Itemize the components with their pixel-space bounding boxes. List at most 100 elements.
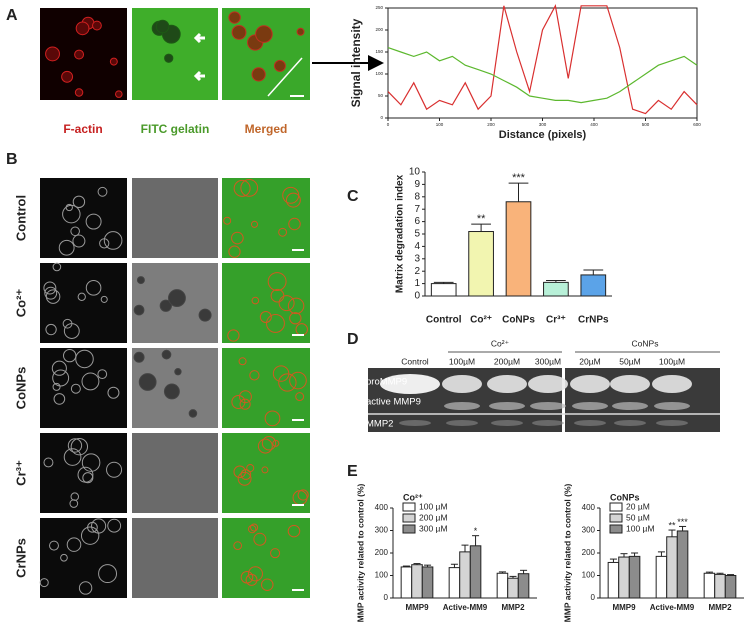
y-tick-label: 10 bbox=[409, 167, 421, 178]
x-tick-label: 200 bbox=[487, 122, 495, 127]
x-tick-label: Active-MM9 bbox=[443, 603, 488, 612]
column-label: F-actin bbox=[63, 122, 102, 136]
cell bbox=[264, 410, 281, 427]
bar bbox=[469, 545, 482, 599]
x-tick-label: MMP9 bbox=[612, 603, 636, 612]
cell bbox=[67, 438, 83, 453]
bar bbox=[505, 201, 532, 297]
error-bar bbox=[631, 552, 639, 557]
legend-label: 100 µM bbox=[419, 501, 448, 511]
cell bbox=[231, 231, 244, 245]
x-tick-label: Co²⁺ bbox=[470, 315, 492, 326]
x-tick-label: CoNPs bbox=[502, 315, 535, 326]
bar bbox=[628, 555, 641, 599]
cell bbox=[249, 370, 260, 381]
cell bbox=[163, 383, 180, 400]
lane-label: 100µM bbox=[449, 356, 475, 366]
cell bbox=[81, 372, 100, 391]
x-tick-label: MMP2 bbox=[708, 603, 732, 612]
cell bbox=[78, 581, 93, 595]
x-tick-label: 300 bbox=[539, 122, 547, 127]
signal-line bbox=[387, 47, 698, 104]
error-bar bbox=[609, 558, 617, 563]
gel-band bbox=[380, 374, 440, 394]
y-tick-label: 100 bbox=[582, 571, 596, 580]
bar bbox=[459, 551, 471, 599]
column-label: FITC gelatin bbox=[141, 122, 210, 136]
cell bbox=[251, 296, 260, 305]
cell bbox=[133, 351, 145, 363]
gel-band bbox=[489, 402, 525, 410]
y-axis-title: MMP activity related to control (%) bbox=[355, 483, 365, 622]
panel-label: D bbox=[347, 331, 359, 348]
cell bbox=[109, 57, 118, 66]
significance: ** bbox=[477, 213, 486, 225]
gel-band bbox=[491, 420, 523, 426]
cell bbox=[240, 469, 252, 480]
panel-label: A bbox=[6, 7, 18, 24]
cell bbox=[164, 53, 174, 63]
cell bbox=[51, 360, 67, 376]
x-tick-label: MMP9 bbox=[405, 603, 429, 612]
bar bbox=[580, 274, 607, 297]
cell bbox=[238, 390, 252, 404]
cell bbox=[255, 25, 273, 43]
cell bbox=[228, 11, 241, 24]
cell bbox=[278, 227, 288, 237]
bar bbox=[468, 231, 494, 297]
y-tick-label: 0 bbox=[384, 593, 389, 602]
cell bbox=[61, 70, 74, 83]
legend-title: Co²⁺ bbox=[403, 492, 423, 502]
x-tick-label: 0 bbox=[387, 122, 390, 127]
cell bbox=[285, 192, 301, 208]
micrograph bbox=[40, 178, 127, 258]
y-tick-label: 300 bbox=[582, 526, 596, 535]
cell bbox=[77, 292, 86, 301]
lane-label: Control bbox=[401, 356, 429, 366]
y-tick-label: 300 bbox=[375, 526, 389, 535]
cell bbox=[63, 448, 82, 466]
cell bbox=[75, 21, 90, 36]
gel-band bbox=[399, 420, 431, 426]
cell bbox=[115, 90, 123, 98]
micrograph bbox=[132, 8, 218, 100]
error-bar bbox=[508, 182, 529, 202]
error-bar bbox=[450, 563, 458, 568]
legend-label: 20 µM bbox=[626, 501, 650, 511]
y-tick-label: 0 bbox=[380, 115, 383, 120]
x-axis-title: Distance (pixels) bbox=[499, 129, 587, 141]
cell bbox=[159, 299, 172, 312]
y-tick-label: 3 bbox=[414, 253, 420, 264]
gel-band bbox=[442, 375, 482, 393]
row-label: CoNPs bbox=[13, 367, 28, 410]
cell bbox=[233, 179, 251, 197]
cell bbox=[85, 280, 102, 296]
cell bbox=[75, 349, 94, 369]
bar bbox=[724, 575, 737, 599]
cell bbox=[63, 348, 77, 363]
bar bbox=[400, 566, 413, 599]
cell bbox=[272, 365, 290, 382]
cell bbox=[49, 540, 59, 551]
gel-band bbox=[610, 375, 650, 393]
cell bbox=[53, 393, 66, 405]
cell bbox=[100, 295, 108, 303]
cell bbox=[60, 553, 68, 562]
cell bbox=[231, 394, 246, 410]
bar bbox=[676, 530, 689, 599]
gel-band bbox=[656, 420, 688, 426]
bar bbox=[607, 561, 620, 599]
gel-band bbox=[654, 402, 690, 410]
significance: ** bbox=[668, 520, 676, 530]
cell bbox=[246, 464, 255, 473]
cell bbox=[261, 578, 274, 592]
x-tick-label: Control bbox=[426, 315, 462, 326]
bar bbox=[411, 564, 423, 599]
cell bbox=[168, 289, 186, 307]
cell bbox=[70, 437, 89, 456]
cell bbox=[251, 67, 266, 82]
bar bbox=[448, 567, 461, 599]
cell bbox=[247, 566, 263, 582]
micrograph bbox=[132, 518, 218, 598]
cell bbox=[174, 368, 182, 376]
